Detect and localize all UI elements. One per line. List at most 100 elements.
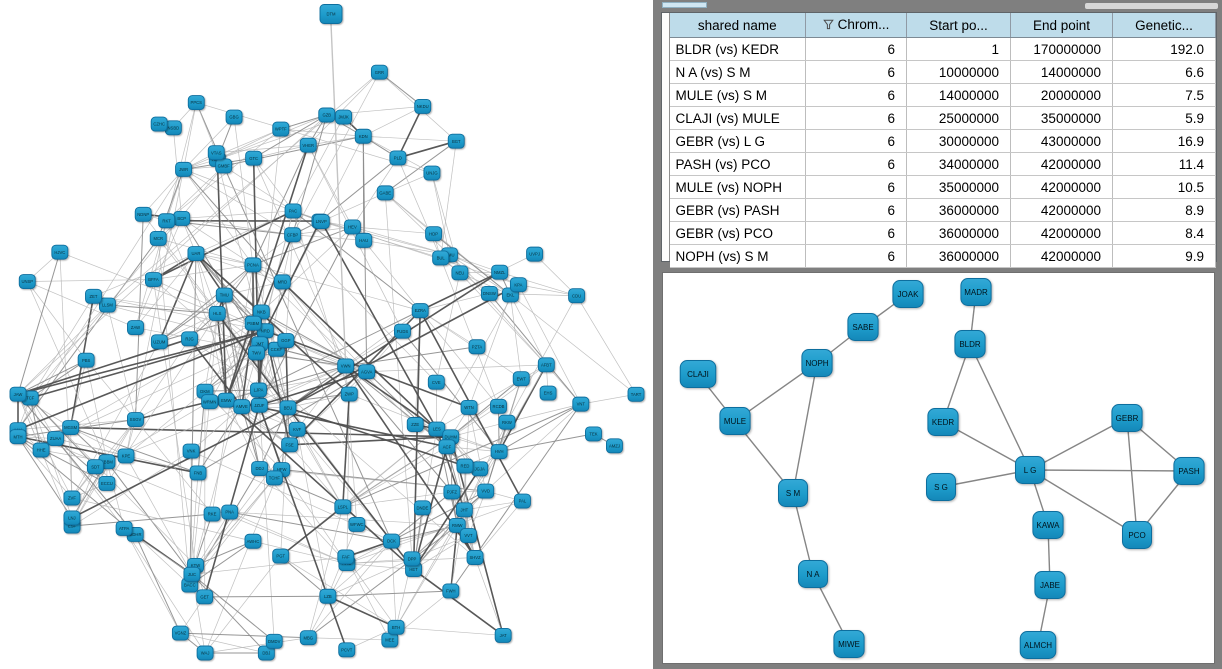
- network-node[interactable]: FUDS: [394, 323, 411, 339]
- network-node[interactable]: JMJK: [335, 109, 353, 125]
- network-node-MULE[interactable]: MULE: [719, 407, 751, 435]
- network-node[interactable]: GTC: [245, 150, 263, 166]
- network-node[interactable]: AFBT: [537, 357, 555, 373]
- network-edge-NOPH-SM[interactable]: [792, 362, 818, 494]
- network-node[interactable]: ZUAA: [47, 431, 65, 446]
- network-node[interactable]: AWHC: [244, 533, 262, 549]
- network-node[interactable]: WTN: [460, 400, 478, 415]
- network-node[interactable]: KPE: [117, 448, 135, 464]
- network-node[interactable]: PPCS: [187, 95, 205, 111]
- network-node[interactable]: JWR: [175, 161, 193, 177]
- network-node[interactable]: AMVE: [233, 399, 251, 415]
- network-node-SG[interactable]: S G: [926, 473, 956, 501]
- network-node[interactable]: NMZL: [491, 264, 509, 280]
- network-node[interactable]: LSPL: [334, 499, 352, 515]
- network-node[interactable]: NKDU: [414, 98, 432, 114]
- network-node[interactable]: VGNZ: [171, 625, 189, 641]
- network-node[interactable]: AMZJ: [606, 438, 623, 454]
- network-node[interactable]: VVT: [459, 528, 477, 544]
- network-node[interactable]: BTH: [387, 619, 405, 635]
- network-node[interactable]: GBG: [225, 109, 243, 125]
- network-node[interactable]: LLSM: [98, 297, 116, 313]
- network-node[interactable]: HLS: [208, 306, 226, 321]
- network-node[interactable]: ATPA: [115, 520, 133, 536]
- network-node[interactable]: FWH: [442, 583, 460, 599]
- network-edge-BLDR-LG[interactable]: [969, 343, 1031, 471]
- network-node[interactable]: NEU: [451, 265, 469, 281]
- network-node[interactable]: KPA: [509, 277, 527, 293]
- network-node[interactable]: HAU: [355, 232, 373, 248]
- main-network-panel[interactable]: VHERHFBLGABEEZRABCPRMWLESMGSMBEUHEVEMWDU…: [0, 0, 653, 669]
- network-node[interactable]: JHT: [455, 502, 473, 518]
- network-node[interactable]: PCVT: [338, 642, 356, 658]
- network-node[interactable]: EMW: [217, 392, 235, 408]
- network-node[interactable]: TEK: [585, 426, 602, 442]
- network-node[interactable]: DTM: [319, 4, 343, 24]
- network-edge-LG-PCO[interactable]: [1029, 469, 1138, 536]
- network-node[interactable]: CVE: [427, 374, 445, 390]
- network-node-KEDR[interactable]: KEDR: [927, 408, 959, 436]
- filtered-network-canvas[interactable]: JOAK SABE NOPH CLAJI MULE S M N A MIWE MADR BLDR K…: [663, 273, 1214, 663]
- network-node-BLDR[interactable]: BLDR: [954, 330, 986, 358]
- network-node[interactable]: MTH: [9, 429, 27, 445]
- network-node[interactable]: ACF: [438, 439, 456, 455]
- network-node-JOAK[interactable]: JOAK: [892, 280, 924, 308]
- network-node[interactable]: LNVP: [312, 214, 330, 229]
- network-node[interactable]: ZWP: [340, 386, 358, 402]
- network-node[interactable]: WRMN: [201, 394, 219, 410]
- network-node[interactable]: MGSM: [62, 420, 80, 435]
- network-node[interactable]: BCP: [173, 211, 191, 226]
- network-node[interactable]: EZRA: [411, 303, 429, 319]
- edge-table-row[interactable]: BLDR (vs) KEDR 6 1 170000000 192.0: [669, 37, 1216, 61]
- network-node[interactable]: GABE: [376, 185, 394, 201]
- network-node[interactable]: PGT: [272, 548, 290, 564]
- column-header-start-point[interactable]: Start po...: [906, 13, 1011, 38]
- edge-table-row[interactable]: GEBR (vs) PASH 6 36000000 42000000 8.9: [669, 198, 1216, 222]
- network-node[interactable]: EWT: [512, 371, 530, 387]
- network-node[interactable]: UVPJ: [526, 246, 544, 262]
- column-header-end-point[interactable]: End point: [1010, 13, 1113, 38]
- network-node[interactable]: MEE: [381, 632, 399, 648]
- network-node[interactable]: HVH: [490, 444, 508, 460]
- network-node[interactable]: ZET: [85, 288, 102, 304]
- network-node[interactable]: GRR: [370, 64, 388, 80]
- network-node[interactable]: LZB: [319, 588, 337, 604]
- network-node[interactable]: MCR: [149, 231, 167, 246]
- network-node[interactable]: MRD: [273, 274, 291, 290]
- network-node[interactable]: BUL: [432, 250, 450, 266]
- network-node[interactable]: LJPA: [250, 382, 267, 398]
- network-node[interactable]: GET: [196, 589, 214, 605]
- network-node[interactable]: CFBP: [284, 227, 302, 243]
- network-node[interactable]: FNB: [189, 465, 207, 481]
- network-node[interactable]: TWV: [248, 345, 265, 361]
- edge-table-row[interactable]: N A (vs) S M 6 10000000 14000000 6.6: [669, 60, 1216, 84]
- edge-table-row[interactable]: MULE (vs) NOPH 6 35000000 42000000 10.5: [669, 175, 1216, 199]
- network-node[interactable]: UAR: [187, 246, 205, 261]
- network-node[interactable]: UZUM: [150, 334, 168, 350]
- network-node[interactable]: DPP: [403, 551, 421, 567]
- network-node[interactable]: RJG: [181, 331, 199, 347]
- network-node[interactable]: ZVF: [63, 490, 81, 506]
- network-node[interactable]: WAJ: [196, 645, 214, 661]
- network-node[interactable]: DCK: [383, 533, 400, 549]
- network-node-KAWA[interactable]: KAWA: [1032, 511, 1064, 539]
- network-node[interactable]: JZUF: [250, 397, 268, 413]
- network-node-CLAJI[interactable]: CLAJI: [679, 360, 717, 388]
- network-node[interactable]: RKT: [158, 213, 176, 229]
- network-node[interactable]: UNJG: [423, 165, 441, 181]
- network-node[interactable]: BGT: [447, 133, 465, 149]
- network-node-GEBR[interactable]: GEBR: [1111, 404, 1143, 432]
- filtered-network-panel[interactable]: JOAK SABE NOPH CLAJI MULE S M N A MIWE MADR BLDR K…: [662, 272, 1215, 664]
- network-node[interactable]: FAF: [337, 549, 355, 565]
- network-node[interactable]: CDU: [568, 288, 586, 304]
- network-node[interactable]: PSBM: [244, 315, 262, 331]
- network-node[interactable]: VNT: [572, 396, 590, 412]
- network-node[interactable]: MBG: [299, 630, 317, 646]
- network-node[interactable]: TART: [627, 386, 645, 402]
- network-node[interactable]: SSGV: [127, 412, 144, 428]
- edge-table-row[interactable]: PASH (vs) PCO 6 34000000 42000000 11.4: [669, 152, 1216, 176]
- network-node[interactable]: PAC: [284, 203, 302, 219]
- network-node[interactable]: RKE: [203, 506, 221, 522]
- network-node[interactable]: PBS: [77, 352, 95, 368]
- network-node-NOPH[interactable]: NOPH: [801, 349, 833, 377]
